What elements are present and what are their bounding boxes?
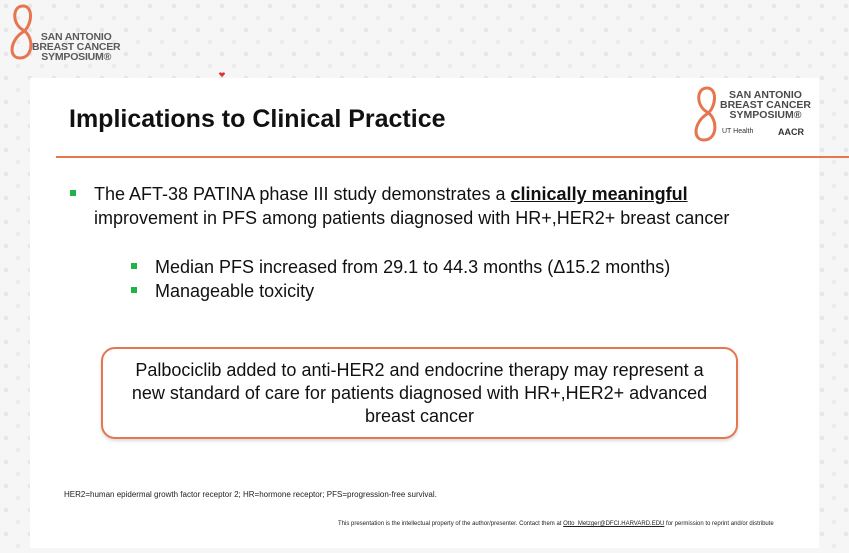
callout-text: Palbociclib added to anti-HER2 and endoc… xyxy=(131,359,708,426)
slide-title: Implications to Clinical Practice xyxy=(69,105,446,133)
figure-eight-icon xyxy=(694,86,717,142)
slide-logo-line3: SYMPOSIUM® xyxy=(729,109,802,121)
ut-health-logo: UT Health xyxy=(722,128,754,135)
bullet-square-icon xyxy=(131,263,137,269)
bullet-square-icon xyxy=(70,190,76,196)
slide-logo-line2: BREAST CANCER xyxy=(720,99,812,111)
title-divider xyxy=(56,156,849,158)
copyright-disclaimer: This presentation is the intellectual pr… xyxy=(338,521,843,527)
slide-logo-line1: SAN ANTONIO xyxy=(729,89,802,101)
conclusion-callout-box: Palbociclib added to anti-HER2 and endoc… xyxy=(101,347,738,439)
bullet-square-icon xyxy=(131,287,137,293)
sub-bullet: Median PFS increased from 29.1 to 44.3 m… xyxy=(131,256,670,278)
figure-eight-icon xyxy=(10,4,33,60)
corner-logo-line2: BREAST CANCER xyxy=(32,41,121,53)
sabcs-slide-logo: SAN ANTONIO BREAST CANCER SYMPOSIUM® UT … xyxy=(690,84,820,154)
disclaimer-after: for permission to reprint and/or distrib… xyxy=(664,521,774,527)
contact-email-link[interactable]: Otto_Metzger@DFCI.HARVARD.EDU xyxy=(563,521,665,527)
main-bullet: The AFT-38 PATINA phase III study demons… xyxy=(70,182,790,230)
corner-logo-line1: SAN ANTONIO xyxy=(40,31,112,43)
heart-mark-icon xyxy=(219,72,225,77)
sub-bullet: Manageable toxicity xyxy=(131,280,314,302)
disclaimer-before: This presentation is the intellectual pr… xyxy=(338,521,564,527)
abbreviations-footnote: HER2=human epidermal growth factor recep… xyxy=(64,490,437,499)
main-bullet-before: The AFT-38 PATINA phase III study demons… xyxy=(94,184,511,204)
aacr-logo: AACR xyxy=(778,127,804,137)
sub-bullet-text: Median PFS increased from 29.1 to 44.3 m… xyxy=(155,257,671,277)
main-bullet-text: The AFT-38 PATINA phase III study demons… xyxy=(94,182,790,230)
sub-bullet-text: Manageable toxicity xyxy=(155,281,315,301)
main-bullet-emphasis: clinically meaningful xyxy=(510,184,688,204)
main-bullet-after: improvement in PFS among patients diagno… xyxy=(94,208,730,228)
sabcs-corner-logo: SAN ANTONIO BREAST CANCER SYMPOSIUM® xyxy=(6,2,156,74)
corner-logo-line3: SYMPOSIUM® xyxy=(41,51,112,63)
